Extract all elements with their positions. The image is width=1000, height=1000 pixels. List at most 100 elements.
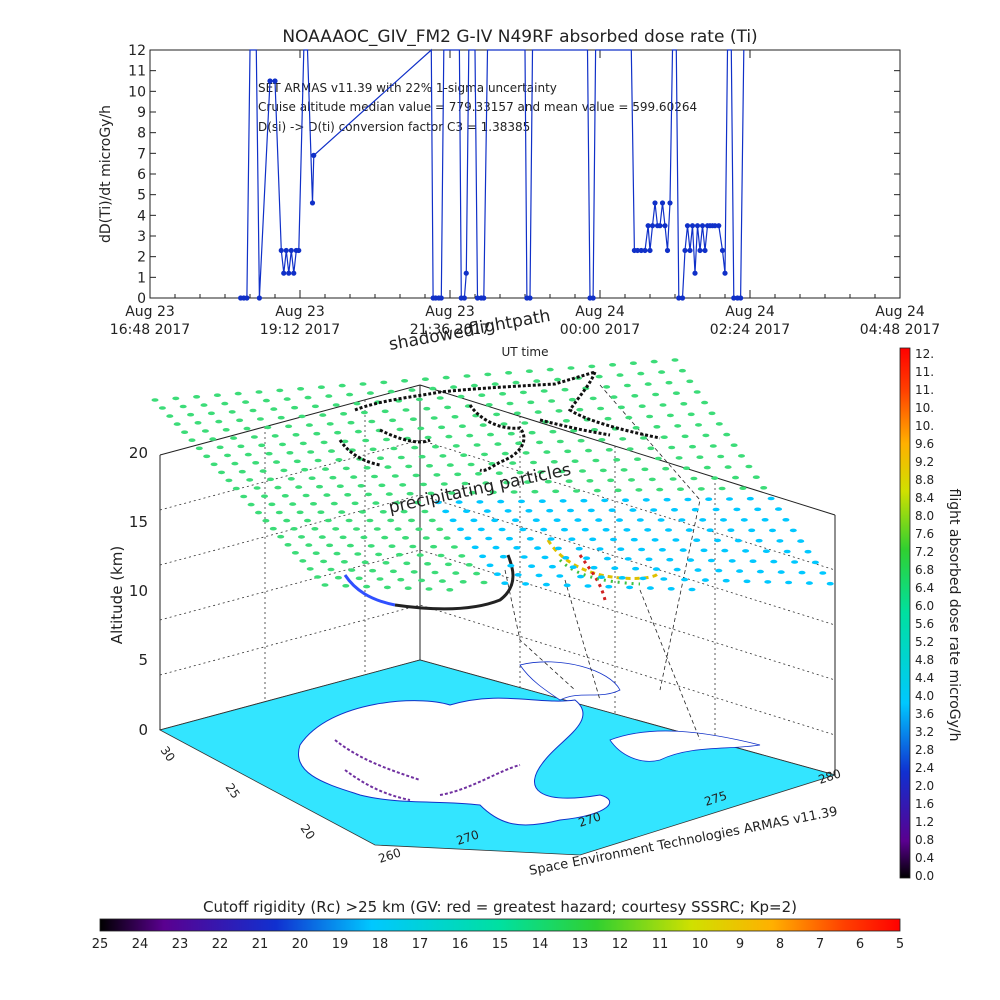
particle-dot <box>173 422 181 426</box>
particle-dot <box>436 527 444 532</box>
particle-dot <box>203 454 211 459</box>
dose-colorbar-tick: 0.8 <box>915 833 934 847</box>
particle-dot <box>261 494 268 499</box>
particle-dot <box>764 580 772 584</box>
particle-dot <box>596 547 604 551</box>
particle-dot <box>742 549 750 553</box>
particle-dot <box>450 545 458 549</box>
particle-dot <box>481 452 488 457</box>
particle-dot <box>369 568 377 573</box>
particle-dot <box>332 527 340 531</box>
particle-dot <box>340 412 348 416</box>
dose-rate-point <box>311 152 317 158</box>
particle-dot <box>292 433 300 437</box>
particle-dot <box>798 570 806 575</box>
particle-dot <box>378 483 386 488</box>
particle-dot <box>470 383 478 388</box>
particle-dot <box>535 573 543 578</box>
dose-rate-point <box>676 295 682 301</box>
particle-dot <box>438 425 446 430</box>
particle-dot <box>625 415 633 420</box>
particle-dot <box>244 452 252 457</box>
particle-dot <box>639 576 647 581</box>
dose-colorbar-tick: 8.4 <box>915 491 934 505</box>
particle-dot <box>421 377 429 382</box>
dose-colorbar-tick: 8.8 <box>915 473 934 487</box>
particle-dot <box>614 488 622 493</box>
particle-dot <box>395 552 403 557</box>
particle-dot <box>608 508 616 512</box>
dose-rate-point <box>647 247 653 254</box>
particle-dot <box>573 489 580 493</box>
particle-dot <box>590 565 598 570</box>
particle-dot <box>728 559 736 563</box>
particle-dot <box>607 478 615 483</box>
particle-dot <box>414 500 421 505</box>
particle-dot <box>473 571 481 576</box>
particle-dot <box>359 510 366 514</box>
particle-dot <box>681 577 689 582</box>
particle-dot <box>465 563 473 567</box>
particle-dot <box>318 535 326 539</box>
particle-dot <box>347 420 355 425</box>
particle-dot <box>320 440 328 445</box>
dose-rate-point <box>722 270 728 276</box>
y-tick-label: 2 <box>137 250 146 266</box>
dose-colorbar-tick: 2.0 <box>915 779 934 793</box>
dose-colorbar-tick: 4.0 <box>915 689 934 703</box>
particle-dot <box>446 463 454 467</box>
particle-dot <box>641 467 649 472</box>
particle-dot <box>194 421 202 425</box>
particle-dot <box>506 536 513 541</box>
particle-dot <box>755 538 763 543</box>
particle-dot <box>497 499 505 504</box>
particle-dot <box>620 468 628 472</box>
annotation-armas-version: SET ARMAS v11.39 with 22% 1-sigma uncert… <box>258 81 557 95</box>
particle-dot <box>745 464 753 469</box>
particle-dot <box>699 518 707 522</box>
dose-colorbar-tick: 0.0 <box>915 869 934 883</box>
particle-dot <box>767 496 775 501</box>
particle-dot <box>693 538 701 542</box>
particle-dot <box>346 392 354 397</box>
particle-dot <box>225 478 233 483</box>
particle-dot <box>709 444 717 448</box>
particle-dot <box>597 575 605 579</box>
particle-dot <box>437 553 445 558</box>
particle-dot <box>440 482 448 486</box>
rigidity-colorbar-tick: 16 <box>452 937 469 952</box>
particle-dot <box>510 490 518 494</box>
y-tick-label: 3 <box>137 229 146 245</box>
particle-dot <box>579 469 586 473</box>
timeseries-annotations: SET ARMAS v11.39 with 22% 1-sigma uncert… <box>258 81 697 134</box>
dose-colorbar-tick: 9.2 <box>915 455 934 469</box>
particle-dot <box>389 418 397 423</box>
particle-dot <box>493 412 501 417</box>
particle-dot <box>363 466 371 470</box>
particle-dot <box>507 431 515 436</box>
particle-dot <box>782 518 790 522</box>
particle-dot <box>603 556 611 561</box>
particle-dot <box>415 397 423 402</box>
particle-dot <box>209 437 217 441</box>
lat-tick: 25 <box>223 781 243 802</box>
particle-dot <box>527 400 535 405</box>
y-tick-label: 6 <box>137 167 146 183</box>
dose-rate-point <box>702 247 708 254</box>
particle-dot <box>715 422 723 426</box>
particle-dot <box>482 481 490 485</box>
particle-dot <box>385 492 393 496</box>
particle-dot <box>629 508 637 512</box>
particle-dot <box>313 431 321 436</box>
particle-dot <box>506 401 514 406</box>
particle-dot <box>264 425 272 430</box>
particle-dot <box>491 382 499 386</box>
particle-dot <box>657 518 665 522</box>
particle-dot <box>179 404 187 409</box>
particle-dot <box>304 518 311 523</box>
particle-dot <box>663 497 671 502</box>
dose-rate-point <box>689 223 696 229</box>
particle-dot <box>542 582 550 587</box>
particle-dot <box>689 444 696 449</box>
